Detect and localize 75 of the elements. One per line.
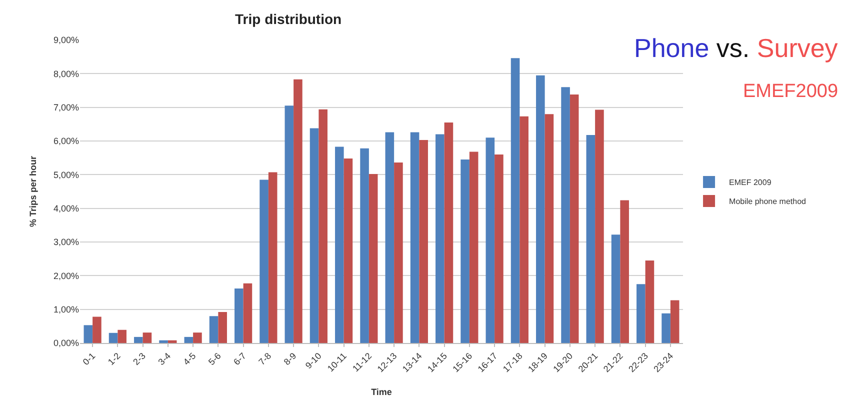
bar [469,152,478,343]
bar [645,260,654,343]
y-axis-title: % Trips per hour [28,156,38,228]
bar [570,94,579,343]
bar [284,106,294,343]
bar [394,162,403,343]
bar [268,172,278,343]
text: EMEF2009 [743,81,838,102]
bar [561,87,570,343]
x-tick-label: 1-2 [106,350,122,368]
bar [159,340,168,343]
y-tick-label: 2,00% [53,270,79,281]
bar [134,336,143,343]
bar [544,114,554,343]
y-tick-label: 7,00% [53,102,79,112]
bar [294,79,302,343]
y-tick-label: 6,00% [53,136,79,146]
bar [108,332,118,343]
y-tick-label: 9,00% [53,35,79,46]
bar [234,288,244,343]
bar [586,134,596,343]
bar [344,158,353,343]
bar [184,336,194,343]
bar [486,138,495,343]
bar [536,75,545,343]
bar [636,284,646,343]
bar [670,300,680,343]
bar [310,128,319,343]
bar [84,325,93,343]
x-tick-label: 8-9 [282,350,298,368]
legend-label: EMEF 2009 [729,178,772,188]
x-tick-label: 3-4 [156,350,173,368]
y-tick-label: 5,00% [53,170,79,180]
y-tick-label: 1,00% [53,304,79,314]
bar [611,234,620,343]
bar [318,109,328,343]
bar [510,58,520,343]
annotation: Phone [634,33,710,63]
bar [92,316,102,343]
x-tick-label: 4-5 [181,350,198,368]
x-tick-label: 0-1 [80,350,98,368]
bar [460,160,470,343]
bar [419,140,428,343]
y-tick-label: 3,00% [53,237,79,248]
bar [410,132,420,343]
x-tick-label: 7-8 [256,350,274,368]
text: Survey [756,33,838,63]
bar [436,134,444,343]
y-tick-label: 0,00% [53,338,79,348]
y-tick-label: 4,00% [53,203,79,214]
bar [335,146,344,343]
y-tick-label: 8,00% [53,68,79,79]
bar [368,174,378,343]
bar [243,283,252,343]
x-tick-label: 2-3 [131,350,148,368]
legend-label: Mobile phone method [729,197,806,206]
x-tick-label: 6-7 [232,350,248,368]
bar [444,122,454,343]
bar [494,154,504,343]
x-axis-title: Time [371,386,392,397]
bar [385,132,394,343]
bar [662,313,670,343]
bar [595,110,604,343]
chart-title: Trip distribution [235,11,342,28]
bar [520,116,528,343]
bar [142,332,152,343]
bar [118,330,126,343]
text: vs. [716,33,750,63]
x-tick-label: 5-6 [206,350,223,368]
bar [260,180,268,343]
bar [620,200,629,343]
bar [193,332,202,343]
bar [218,312,227,343]
bar [209,316,218,343]
bar [360,148,369,343]
